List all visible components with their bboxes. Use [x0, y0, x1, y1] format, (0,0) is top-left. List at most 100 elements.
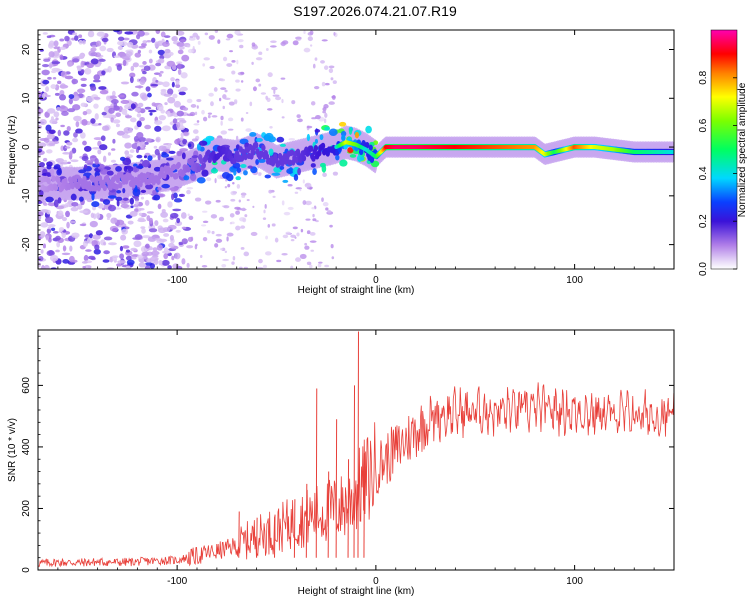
noise-blob: [207, 229, 211, 234]
noise-blob: [234, 30, 241, 35]
ridge-patch: [83, 164, 88, 169]
noise-blob: [231, 70, 236, 75]
noise-blob: [196, 105, 199, 109]
noise-blob: [91, 123, 100, 127]
noise-blob: [125, 265, 131, 269]
ridge-patch: [136, 165, 144, 169]
noise-blob: [166, 110, 171, 118]
noise-blob: [294, 36, 302, 40]
noise-blob: [176, 137, 181, 145]
snr-spike: [315, 388, 318, 558]
noise-blob: [155, 62, 162, 67]
noise-blob: [318, 261, 323, 264]
noise-blob: [202, 116, 208, 122]
noise-blob: [144, 124, 152, 130]
noise-blob: [180, 212, 187, 219]
noise-blob: [74, 35, 79, 41]
ridge-outer: [289, 149, 295, 156]
noise-blob: [61, 110, 69, 116]
ridge-patch: [99, 198, 104, 202]
ridge-outer: [201, 162, 206, 169]
noise-blob: [303, 47, 311, 53]
ridge-outer: [176, 161, 181, 169]
noise-blob: [85, 108, 92, 115]
noise-blob: [80, 83, 87, 88]
noise-blob: [211, 115, 218, 118]
noise-blob: [67, 161, 71, 165]
snr-x-label: Height of straight line (km): [298, 586, 415, 597]
ridge-patch: [365, 125, 372, 134]
noise-blob: [222, 258, 230, 262]
noise-blob: [38, 142, 47, 148]
noise-blob: [101, 111, 107, 116]
noise-blob: [328, 101, 335, 105]
noise-blob: [49, 254, 59, 262]
noise-blob: [240, 71, 245, 75]
noise-blob: [172, 93, 178, 99]
noise-blob: [57, 129, 62, 137]
noise-blob: [181, 238, 188, 245]
noise-blob: [255, 78, 261, 83]
ridge-patch: [189, 173, 197, 181]
noise-blob: [136, 131, 144, 139]
noise-blob: [297, 118, 303, 123]
noise-blob: [40, 209, 49, 213]
noise-blob: [177, 68, 182, 76]
noise-blob: [158, 73, 162, 77]
ridge-outer: [162, 172, 167, 180]
noise-blob: [141, 251, 150, 257]
ridge-outer: [341, 134, 346, 142]
noise-blob: [237, 39, 244, 43]
noise-blob: [291, 100, 296, 105]
noise-blob: [97, 149, 102, 155]
noise-blob: [323, 65, 329, 70]
noise-blob: [207, 114, 211, 119]
noise-blob: [124, 31, 134, 35]
noise-blob: [164, 35, 171, 38]
ridge-patch: [282, 179, 289, 183]
noise-blob: [90, 118, 96, 124]
noise-blob: [235, 79, 240, 83]
noise-blob: [82, 240, 88, 247]
noise-blob: [186, 113, 194, 117]
noise-blob: [173, 198, 183, 203]
noise-blob: [132, 62, 139, 68]
noise-blob: [144, 106, 152, 110]
noise-blob: [71, 78, 79, 85]
noise-blob: [57, 210, 64, 217]
noise-blob: [196, 98, 202, 103]
snr-spike: [305, 483, 308, 558]
x-tick-label: -100: [167, 576, 187, 587]
noise-blob: [172, 208, 182, 212]
noise-blob: [61, 252, 71, 256]
noise-blob: [148, 217, 154, 224]
ridge-patch: [70, 193, 77, 201]
noise-blob: [224, 89, 228, 93]
noise-blob: [239, 44, 244, 49]
ridge-patch: [176, 150, 182, 157]
ridge-outer: [369, 156, 375, 163]
noise-blob: [85, 249, 92, 252]
noise-blob: [106, 217, 110, 221]
noise-blob: [322, 172, 327, 178]
noise-blob: [148, 109, 157, 113]
noise-blob: [169, 234, 174, 241]
noise-blob: [46, 133, 55, 140]
ridge-patch: [349, 154, 357, 158]
noise-blob: [208, 35, 215, 40]
spectrogram-clip-group: [38, 30, 674, 269]
noise-blob: [130, 117, 137, 123]
noise-blob: [103, 250, 110, 255]
noise-blob: [121, 56, 130, 60]
noise-blob: [50, 84, 57, 90]
ridge-patch: [127, 166, 134, 172]
noise-blob: [282, 40, 289, 45]
ridge-patch: [166, 157, 174, 161]
noise-blob: [208, 92, 214, 97]
noise-blob: [240, 192, 247, 196]
noise-blob: [222, 94, 227, 100]
noise-blob: [292, 40, 299, 46]
ridge-outer: [301, 155, 307, 162]
noise-blob: [175, 83, 181, 89]
noise-blob: [53, 111, 60, 118]
